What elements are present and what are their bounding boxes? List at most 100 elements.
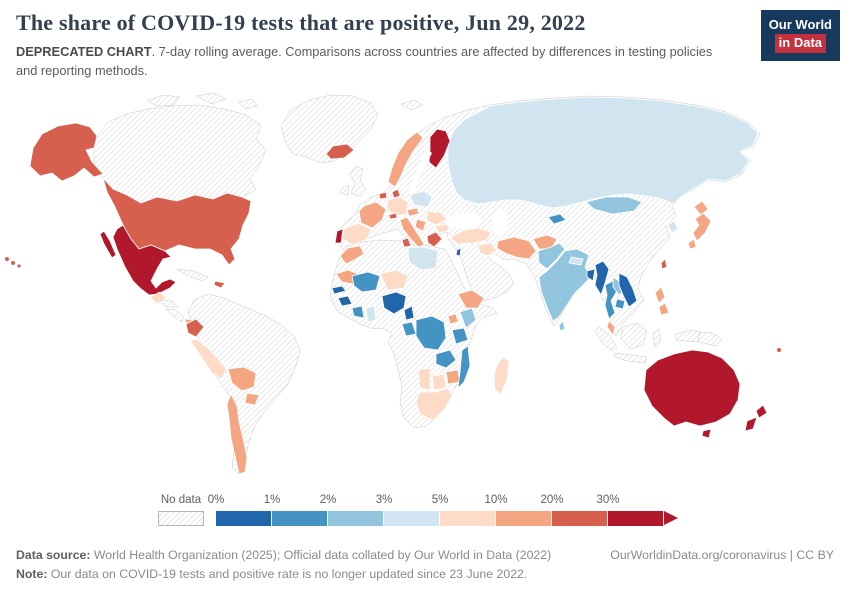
country-russia[interactable] — [447, 96, 759, 209]
country-south-korea[interactable] — [667, 220, 679, 234]
country-morocco[interactable] — [339, 245, 365, 265]
country-bulgaria[interactable] — [434, 223, 450, 234]
country-myanmar[interactable] — [594, 260, 610, 296]
country-cuba[interactable] — [176, 268, 209, 282]
country-spain[interactable] — [341, 222, 372, 246]
legend-bin-30%[interactable]: 30% — [596, 494, 663, 526]
legend-bin-20%[interactable]: 20% — [540, 494, 607, 526]
country-ecuador[interactable] — [185, 318, 205, 338]
country-fiji[interactable] — [776, 347, 782, 353]
country-united-kingdom[interactable] — [349, 165, 367, 198]
country-iran[interactable] — [496, 236, 537, 260]
country-chile[interactable] — [226, 393, 248, 475]
country-iceland[interactable] — [325, 143, 355, 160]
country-austria[interactable] — [406, 207, 420, 217]
country-nigeria[interactable] — [381, 291, 407, 315]
country-mongolia[interactable] — [585, 196, 643, 215]
country-taiwan[interactable] — [660, 258, 668, 270]
country-zimbabwe[interactable] — [445, 369, 461, 385]
country-honduras[interactable] — [159, 299, 179, 308]
country-guatemala[interactable] — [149, 291, 167, 305]
legend-bin-2%[interactable]: 2% — [320, 494, 383, 526]
legend-bin-3%[interactable]: 3% — [376, 494, 439, 526]
country-norway[interactable] — [387, 131, 424, 188]
country-israel[interactable] — [455, 247, 462, 257]
country-cote-divoire[interactable] — [351, 305, 365, 319]
country-new-zealand[interactable] — [744, 404, 768, 432]
country-vietnam[interactable] — [618, 272, 638, 308]
country-paraguay[interactable] — [244, 392, 260, 406]
country-cambodia[interactable] — [614, 298, 626, 310]
country-greenland[interactable] — [280, 94, 379, 164]
country-iraq[interactable] — [477, 242, 498, 257]
country-united-states-hawaii[interactable] — [5, 257, 21, 268]
country-bangladesh[interactable] — [586, 268, 596, 282]
country-kyrgyzstan[interactable] — [547, 213, 567, 225]
legend-bin-10%[interactable]: 10% — [484, 494, 551, 526]
country-uganda[interactable] — [447, 313, 459, 325]
country-united-states-alaska[interactable] — [29, 122, 104, 182]
country-japan[interactable] — [687, 200, 712, 250]
country-mozambique[interactable] — [457, 345, 471, 389]
country-south-africa[interactable] — [415, 387, 453, 421]
country-kenya[interactable] — [459, 307, 477, 329]
country-senegal[interactable] — [331, 285, 347, 295]
legend-swatch[interactable] — [440, 511, 495, 526]
country-papua-new-guinea[interactable] — [697, 331, 723, 347]
country-libya[interactable] — [407, 246, 439, 271]
country-pakistan[interactable] — [537, 242, 566, 270]
country-malaysia[interactable] — [606, 320, 616, 336]
country-bolivia[interactable] — [227, 366, 257, 392]
legend-swatch[interactable] — [272, 511, 327, 526]
country-germany[interactable] — [386, 196, 409, 217]
country-ireland[interactable] — [339, 184, 350, 196]
country-dr-congo[interactable] — [415, 315, 447, 351]
country-greece[interactable] — [426, 231, 443, 248]
country-mali[interactable] — [351, 271, 381, 293]
country-serbia[interactable] — [414, 218, 427, 232]
legend-bin-1%[interactable]: 1% — [264, 494, 327, 526]
legend-swatch[interactable] — [552, 511, 607, 526]
country-tanzania[interactable] — [451, 327, 469, 345]
legend-swatch[interactable] — [608, 511, 663, 526]
country-denmark[interactable] — [391, 188, 401, 199]
country-afghanistan[interactable] — [532, 234, 558, 250]
legend-bin-0%[interactable]: 0% — [208, 494, 271, 526]
country-france[interactable] — [358, 201, 387, 229]
footer-link[interactable]: OurWorldinData.org/coronavirus | CC BY — [610, 548, 834, 562]
country-philippines[interactable] — [654, 286, 670, 316]
legend-swatch[interactable] — [496, 511, 551, 526]
country-mexico[interactable] — [99, 224, 177, 296]
country-india[interactable] — [538, 248, 592, 322]
legend-swatch[interactable] — [384, 511, 439, 526]
country-turkey[interactable] — [449, 227, 492, 245]
country-madagascar[interactable] — [493, 356, 510, 395]
country-ghana[interactable] — [365, 305, 377, 323]
country-netherlands[interactable] — [378, 191, 388, 200]
legend-no-data-swatch[interactable] — [158, 511, 204, 526]
country-guinea[interactable] — [337, 295, 353, 307]
country-ethiopia[interactable] — [457, 289, 485, 309]
country-sri-lanka[interactable] — [558, 320, 566, 332]
country-peru[interactable] — [189, 338, 227, 380]
country-australia[interactable] — [643, 349, 741, 439]
country-switzerland[interactable] — [388, 212, 398, 220]
country-niger[interactable] — [379, 269, 409, 291]
country-nicaragua[interactable] — [165, 308, 185, 323]
country-botswana[interactable] — [431, 373, 447, 391]
country-cameroon[interactable] — [403, 305, 415, 321]
legend-bin-5%[interactable]: 5% — [432, 494, 495, 526]
owid-logo[interactable]: Our World in Data — [760, 10, 840, 61]
country-dominican-republic[interactable] — [213, 280, 226, 289]
country-canada[interactable] — [93, 92, 267, 204]
country-indonesia[interactable] — [594, 322, 701, 364]
country-zambia[interactable] — [435, 349, 457, 369]
country-poland[interactable] — [409, 190, 433, 208]
legend-no-data[interactable]: No data — [158, 494, 204, 526]
country-tunisia[interactable] — [401, 237, 412, 248]
country-portugal[interactable] — [334, 228, 344, 244]
country-romania[interactable] — [426, 210, 448, 226]
country-nepal[interactable] — [568, 256, 584, 266]
legend-swatch[interactable] — [216, 511, 271, 526]
legend-swatch[interactable] — [328, 511, 383, 526]
